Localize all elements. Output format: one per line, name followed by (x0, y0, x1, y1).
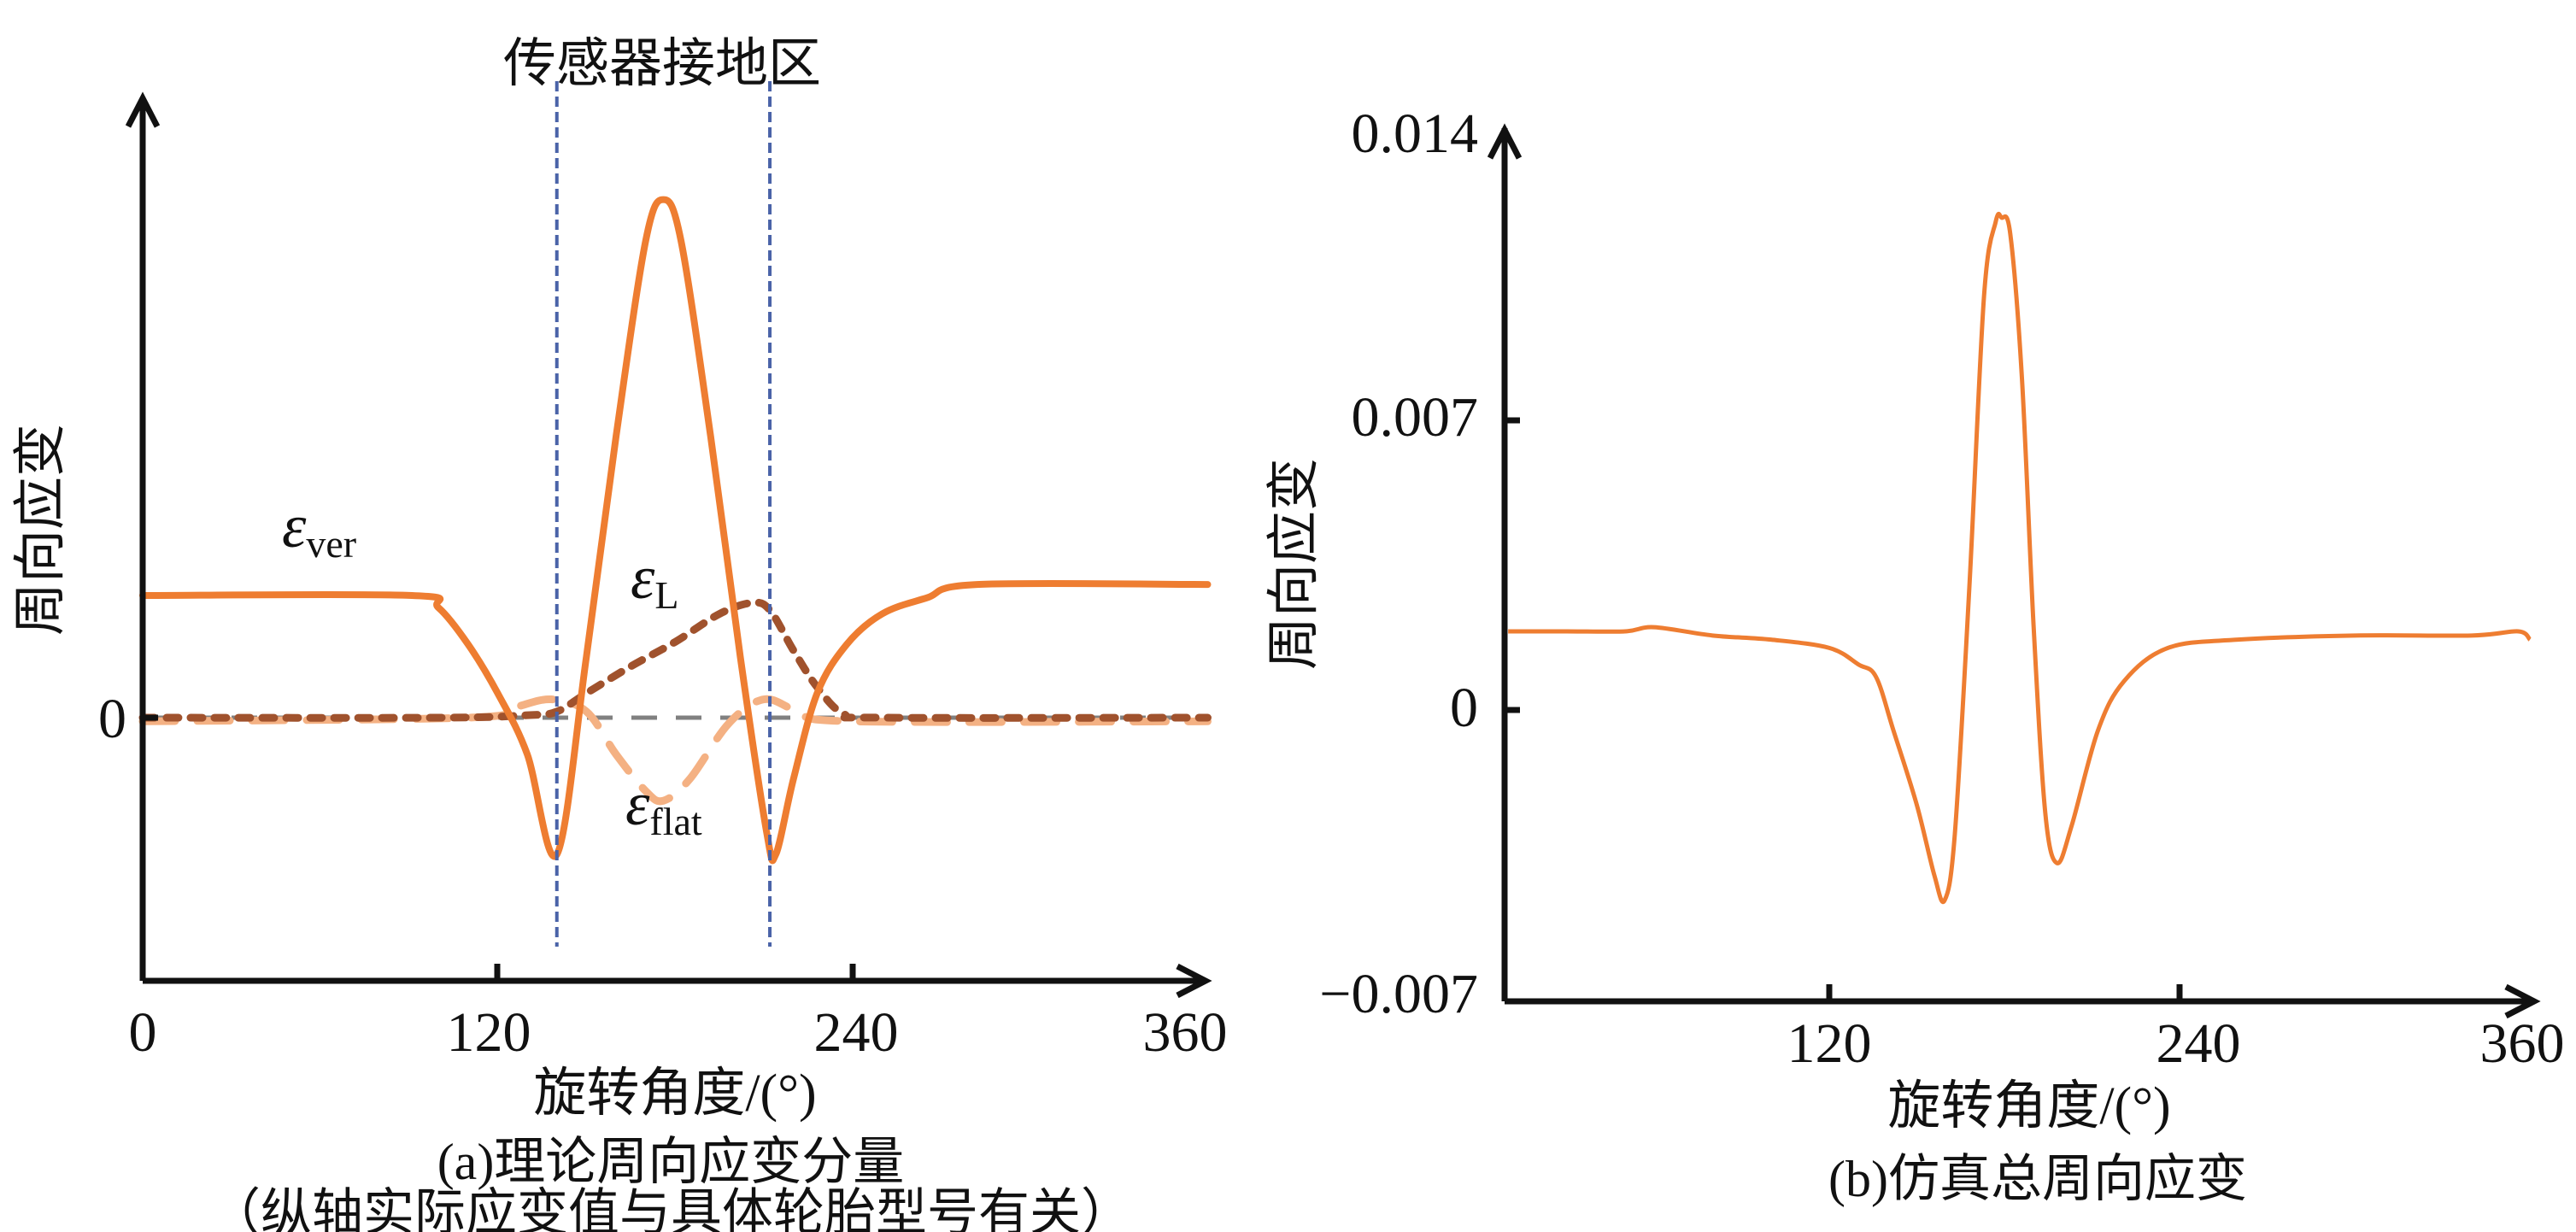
panel-b-xtick-label: 120 (1787, 1012, 1872, 1075)
panel-a: 0 120 240 360 0 旋转角度/(°) 周向应变 传感器接地区 (a)… (12, 35, 1228, 1232)
panel-b-xtick-label: 360 (2480, 1012, 2565, 1075)
panel-b-y-arrow (1487, 123, 1523, 160)
panel-b-ytick-label: 0 (1450, 677, 1478, 739)
panel-a-caption: (a)理论周向应变分量 (437, 1134, 905, 1190)
panel-a-xtick-label: 0 (129, 1001, 157, 1064)
panel-b-series (1508, 211, 2532, 905)
panel-b-x-arrow (2504, 983, 2541, 1019)
panel-b-x-axis-label: 旋转角度/(°) (1887, 1077, 2170, 1135)
panel-a-x-axis-label: 旋转角度/(°) (533, 1065, 816, 1123)
series-line-eps-flat (138, 695, 1212, 806)
panel-b-caption: (b)仿真总周向应变 (1828, 1151, 2247, 1207)
panel-a-y-axis-label: 周向应变 (12, 424, 70, 636)
panel-b-ytick-label: −0.007 (1319, 963, 1478, 1025)
series-line-eps-ver (139, 196, 1212, 865)
panel-a-ytick-label: 0 (98, 688, 126, 750)
panel-b-ytick-label: 0.007 (1352, 386, 1479, 449)
label-eps-flat: εflat (625, 770, 702, 843)
label-eps-ver: εver (282, 492, 356, 566)
label-eps-l: εL (631, 543, 678, 617)
panel-a-y-arrow (125, 91, 161, 128)
series-line-eps-L (138, 598, 1212, 722)
series-line-simulated-strain (1508, 211, 2532, 905)
panel-a-x-arrow (1176, 963, 1212, 999)
contact-zone-annotation: 传感器接地区 (503, 35, 821, 93)
panel-b-xtick-label: 240 (2156, 1012, 2241, 1075)
panel-a-note: （纵轴实际应变值与具体轮胎型号有关） (209, 1185, 1132, 1232)
panel-b-y-axis-label: 周向应变 (1265, 458, 1323, 670)
panel-a-xtick-label: 120 (447, 1001, 531, 1064)
panel-b-ytick-label: 0.014 (1352, 103, 1479, 165)
panel-a-xtick-label: 240 (814, 1001, 899, 1064)
panel-b: −0.007 0 0.007 0.014 120 240 360 旋转角度/(°… (1265, 103, 2565, 1207)
panel-a-series (138, 81, 1212, 947)
panel-a-xtick-label: 360 (1143, 1001, 1228, 1064)
